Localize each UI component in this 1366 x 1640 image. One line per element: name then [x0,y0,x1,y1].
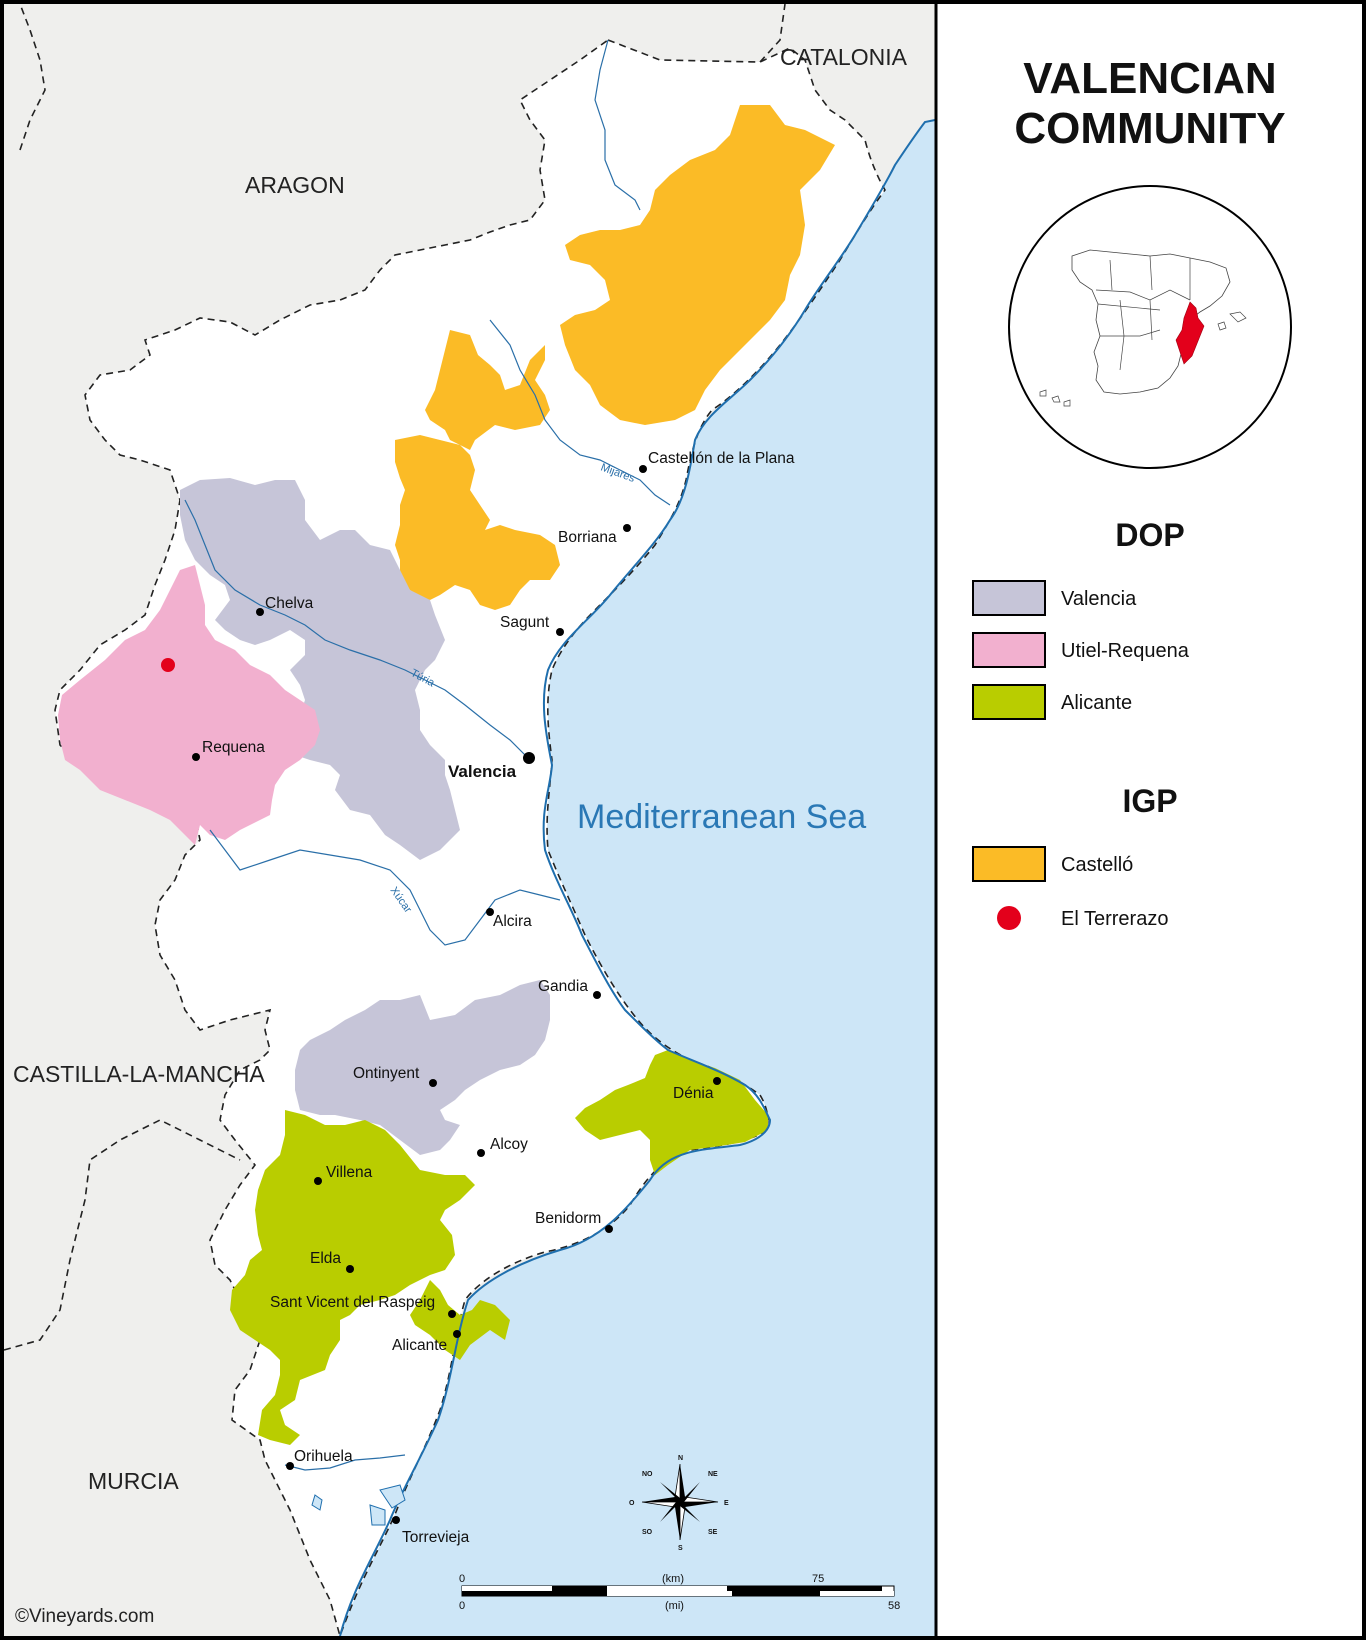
city-label-alcira: Alcira [493,913,532,930]
river-south [284,1454,406,1471]
scale-bar: 0 (km) 75 0 (mi) 58 [459,1573,900,1612]
el-terrerazo-marker[interactable] [161,658,175,672]
dop-valencia-region-north [180,478,460,860]
city-dot-benidorm[interactable] [605,1225,613,1233]
legend-swatch-alicante [972,684,1046,720]
compass-e: E [724,1500,729,1507]
city-label-valencia: Valencia [448,762,517,781]
river-xucar [209,829,561,946]
compass-ne: NE [708,1471,718,1478]
city-label-sant-vicent: Sant Vicent del Raspeig [270,1294,435,1311]
city-label-chelva: Chelva [265,595,314,612]
city-label-alicante: Alicante [392,1337,447,1354]
scale-mi-max: 58 [888,1600,900,1612]
catalonia-border [759,3,786,63]
river-north [594,39,641,211]
igp-castello-region [395,105,835,610]
city-dot-gandia[interactable] [593,991,601,999]
legend-swatch-castello [972,846,1046,882]
lagoon-1 [379,1484,406,1509]
scale-mi-unit: (mi) [665,1600,684,1612]
city-label-benidorm: Benidorm [535,1210,601,1227]
city-label-alcoy: Alcoy [490,1136,528,1153]
legend-label-alicante: Alicante [1061,692,1132,714]
legend-igp-heading: IGP [1122,783,1177,819]
city-dot-villena[interactable] [314,1177,322,1185]
city-dot-borriana[interactable] [623,524,631,532]
compass-rose: N S E O NE NO SE SO [629,1455,729,1552]
compass-s: S [678,1545,683,1552]
city-dot-valencia[interactable] [523,752,535,764]
city-label-borriana: Borriana [558,529,617,546]
legend-label-utiel-requena: Utiel-Requena [1061,640,1190,662]
compass-se: SE [708,1529,718,1536]
aragon-castilla-border [19,3,46,151]
city-label-orihuela: Orihuela [294,1448,353,1465]
credit-text: ©Vineyards.com [15,1606,154,1627]
city-dot-requena[interactable] [192,753,200,761]
legend-label-el-terrerazo: El Terrerazo [1061,908,1168,930]
compass-o: O [629,1500,635,1507]
city-label-sagunt: Sagunt [500,614,550,631]
city-dot-alcira[interactable] [486,908,494,916]
city-label-villena: Villena [326,1164,373,1181]
castilla-murcia-border [3,1119,241,1351]
lagoon-2 [369,1504,386,1526]
title-line-1: VALENCIAN [1023,54,1276,103]
city-label-denia: Dénia [673,1085,714,1102]
scale-km-zero: 0 [459,1573,465,1585]
legend-label-castello: Castelló [1061,854,1133,876]
inset-spain-map [1008,185,1292,469]
dop-valencia-region-south [295,980,550,1155]
legend-dop-heading: DOP [1115,517,1184,553]
legend-swatch-valencia [972,580,1046,616]
city-dot-sant-vicent[interactable] [448,1310,456,1318]
city-dot-elda[interactable] [346,1265,354,1273]
region-label-aragon: ARAGON [245,172,345,198]
city-dot-orihuela[interactable] [286,1462,294,1470]
city-label-castellon: Castellón de la Plana [648,450,795,467]
dop-utiel-requena-region [58,565,320,845]
compass-no: NO [642,1471,653,1478]
city-dot-ontinyent[interactable] [429,1079,437,1087]
mediterranean-sea-area [340,4,935,1636]
dop-alicante-region-west [230,1110,475,1445]
river-mijares [489,319,671,506]
city-dot-denia[interactable] [713,1077,721,1085]
city-label-torrevieja: Torrevieja [402,1529,470,1546]
region-label-catalonia: CATALONIA [780,44,908,70]
city-dot-torrevieja[interactable] [392,1516,400,1524]
compass-n: N [678,1455,683,1462]
city-label-gandia: Gandia [538,978,588,995]
river-turia [184,499,529,759]
scale-km-max: 75 [812,1573,824,1585]
region-label-castilla: CASTILLA-LA-MANCHA [13,1061,265,1087]
city-label-elda: Elda [310,1250,341,1267]
compass-so: SO [642,1529,653,1536]
coastline [339,119,936,1637]
city-dot-sagunt[interactable] [556,628,564,636]
scale-km-unit: (km) [662,1573,684,1585]
legend-marker-el-terrerazo [997,906,1021,930]
city-dot-alicante[interactable] [453,1330,461,1338]
city-dot-castellon[interactable] [639,465,647,473]
dop-alicante-region-coast [410,1280,510,1360]
legend-label-valencia: Valencia [1061,588,1137,610]
city-dot-chelva[interactable] [256,608,264,616]
title-line-2: COMMUNITY [1014,104,1285,153]
city-label-ontinyent: Ontinyent [353,1065,420,1082]
scale-mi-zero: 0 [459,1600,465,1612]
sea-label: Mediterranean Sea [577,798,866,836]
city-dot-alcoy[interactable] [477,1149,485,1157]
legend-swatch-utiel-requena [972,632,1046,668]
region-label-murcia: MURCIA [88,1468,179,1494]
lagoon-3 [311,1494,323,1511]
city-label-requena: Requena [202,739,265,756]
